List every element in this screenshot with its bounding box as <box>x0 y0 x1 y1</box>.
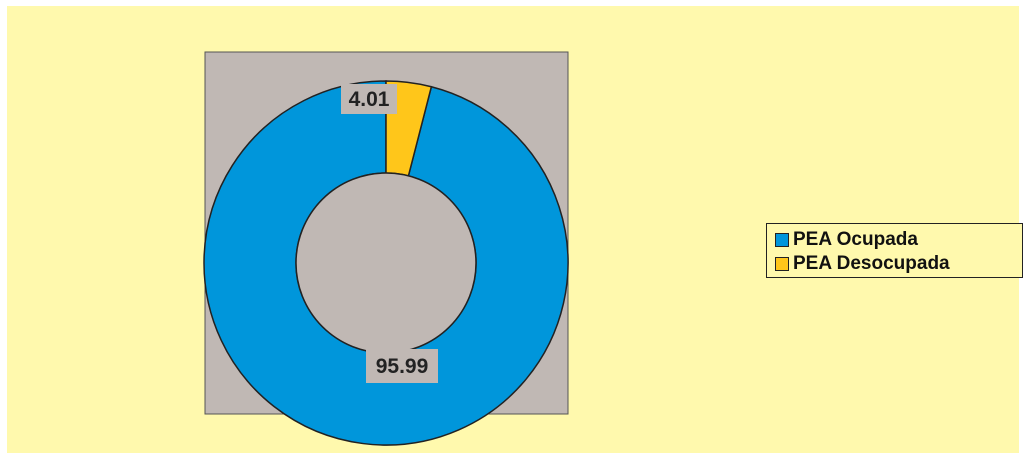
donut-hole <box>295 172 477 354</box>
slices-group <box>203 80 569 446</box>
legend-label-pea-desocupada: PEA Desocupada <box>793 253 950 274</box>
legend-label-pea-ocupada: PEA Ocupada <box>793 229 918 250</box>
data-labels-group: 95.99 4.01 <box>341 84 438 383</box>
data-label-bg-pea-desocupada <box>341 84 397 114</box>
legend-swatch-pea-ocupada <box>775 233 789 247</box>
data-label-bg-pea-ocupada <box>366 349 438 383</box>
legend-item-pea-ocupada: PEA Ocupada <box>775 229 918 250</box>
data-label-pea-desocupada: 4.01 <box>341 84 397 114</box>
legend-item-pea-desocupada: PEA Desocupada <box>775 253 950 274</box>
data-label-text-pea-desocupada: 4.01 <box>349 88 390 111</box>
legend: PEA Ocupada PEA Desocupada <box>766 223 1023 278</box>
data-label-text-pea-ocupada: 95.99 <box>376 355 429 378</box>
legend-swatch-pea-desocupada <box>775 257 789 271</box>
data-label-pea-ocupada: 95.99 <box>366 349 438 383</box>
